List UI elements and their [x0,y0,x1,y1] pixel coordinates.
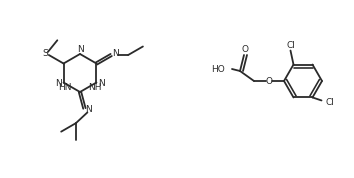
Text: N: N [98,78,105,88]
Text: Cl: Cl [325,98,334,107]
Text: O: O [266,77,273,85]
Text: HO: HO [211,64,225,74]
Text: N: N [55,78,62,88]
Text: Cl: Cl [286,41,295,50]
Text: N: N [112,48,119,57]
Text: N: N [85,105,92,114]
Text: NH: NH [88,83,102,92]
Text: N: N [78,45,84,54]
Text: HN: HN [58,83,72,92]
Text: O: O [241,46,249,54]
Text: S: S [42,49,48,58]
